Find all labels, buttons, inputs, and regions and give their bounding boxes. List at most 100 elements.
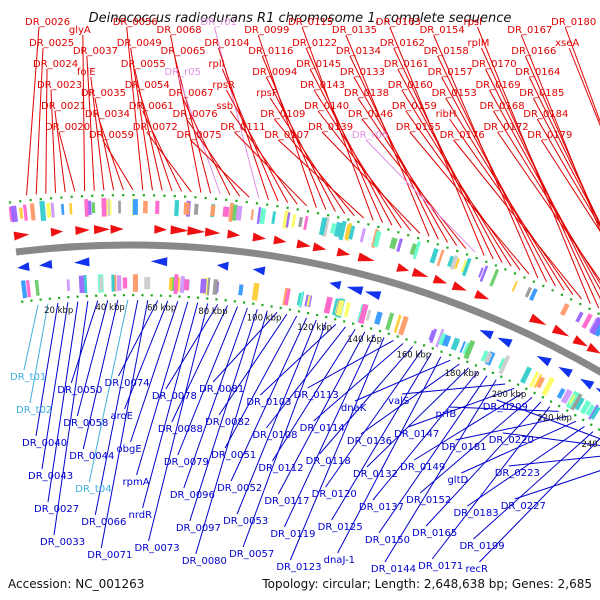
connector-line [218,313,288,416]
scale-tick-label: 200 kbp [492,390,527,400]
guide-dot [85,295,88,298]
feature-block [183,202,190,216]
connector-line [86,55,95,191]
guide-dot [397,231,400,234]
scale-tick-label: 100 kbp [247,313,282,323]
forward-gene-label: DR_0104 [204,38,249,49]
forward-gene-label: DR_0153 [432,88,477,99]
connector-line [419,396,533,494]
guide-dot [80,195,84,198]
guide-dot [163,194,166,197]
forward-gene-label: DR_0161 [384,59,429,70]
feature-block [271,211,277,225]
feature-block [529,371,540,388]
forward-gene-label: DR_0160 [388,80,433,91]
guide-dot [21,300,24,303]
reverse-gene-arrow [595,387,600,393]
connector-line [405,110,521,271]
forward-gene-label: DR_0109 [260,109,305,120]
reverse-gene-arrow [329,281,342,290]
connector-line [186,118,241,197]
guide-dot [296,208,299,211]
reverse-gene-label: DR_0183 [453,508,498,519]
guide-dot [235,199,238,202]
guide-dot [150,294,153,297]
guide-dot [570,298,573,301]
connector-line [265,76,336,212]
connector-line [94,97,115,191]
feature-block [343,302,351,318]
forward-gene-label: DR_0169 [475,80,520,91]
guide-dot [532,280,535,283]
forward-gene-label: DR_0116 [248,46,293,57]
feature-block [511,280,518,292]
feature-block [489,268,500,287]
guide-dot [279,306,282,310]
gene-labels: DR_0026DR_0025DR_0024DR_0023DR_0021DR_00… [10,17,596,575]
reverse-gene-label: DR_0171 [418,561,463,572]
guide-dot [574,414,577,417]
connector-line [126,26,144,191]
guide-dot [431,347,434,350]
forward-gene-label: DR_0037 [73,46,118,57]
guide-dot [204,196,207,200]
connector-line [70,300,99,384]
guide-dot [111,194,115,197]
feature-block [459,341,466,353]
forward-gene-label: DR_0020 [45,122,90,133]
feature-block [251,282,260,301]
connector-line [536,118,600,228]
connector-line [230,317,307,482]
connector-line [118,300,159,377]
feature-block [78,275,85,294]
forward-gene-arrow [396,263,410,272]
guide-dot [142,194,145,197]
connector-line [301,26,374,221]
feature-block [291,214,297,228]
summary-text: Topology: circular; Length: 2,648,638 bp… [261,577,592,591]
reverse-gene-label: valS [388,396,409,407]
forward-gene-arrow [13,231,30,241]
reverse-gene-label: DR_0147 [394,429,439,440]
forward-gene-label: ssb [216,101,233,112]
feature-block [389,237,398,250]
forward-gene-label: DR_0184 [523,109,568,120]
reverse-gene-label: DR_0227 [501,501,546,512]
guide-dot [286,206,289,209]
connector-line [195,310,268,555]
feature-block [574,397,585,411]
scale-tick-label: 220 kbp [537,414,572,424]
connector-line [82,34,86,192]
connector-line [497,131,600,281]
guide-dot [132,194,135,197]
connector-line [528,76,600,225]
connector-line [257,34,317,208]
guide-dot [159,294,163,297]
connector-line [307,339,394,389]
connector-line [317,110,412,231]
feature-block [454,258,461,270]
feature-block [183,279,190,291]
feature-block [210,204,216,217]
connector-line [445,97,565,291]
reverse-gene-arrow [17,262,30,272]
connector-line [130,301,179,443]
feature-block [25,280,32,298]
scale-tick-label: 180 kbp [445,369,480,379]
guide-dot [306,312,310,315]
reverse-gene-label: DR_0149 [400,462,445,473]
forward-gene-label: DR_0068 [157,25,202,36]
guide-dot [224,299,227,302]
reverse-gene-label: DR_0058 [63,418,108,429]
guide-dot [101,194,104,197]
forward-gene-label: DR_0034 [85,109,130,120]
feature-block [222,206,230,218]
feature-block [29,203,36,221]
feature-block [484,351,493,364]
reverse-gene-label: DR_0074 [105,378,150,389]
reverse-gene-label: DR_0125 [318,522,363,533]
reverse-gene-label: prfB [435,409,456,420]
forward-gene-label: DR_0023 [37,80,82,91]
guide-dot [508,379,511,382]
guide-dot [245,200,248,204]
